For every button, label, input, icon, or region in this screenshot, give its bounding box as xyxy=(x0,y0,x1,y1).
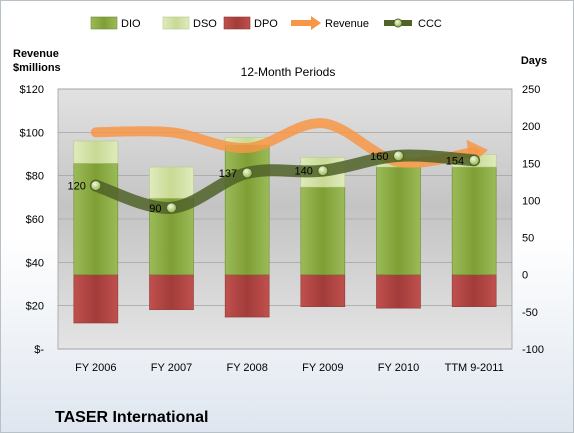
ccc-layer: 120 90 137 140 160 154 xyxy=(67,149,481,215)
bar-dio-fy-2008 xyxy=(224,144,270,276)
ccc-data-label-fy-2010: 160 xyxy=(370,151,388,163)
right-axis: -100 -50 0 50 100 150 200 250 xyxy=(522,84,544,356)
bar-dpo-fy-2009 xyxy=(300,274,346,307)
right-tick-label: 0 xyxy=(522,270,528,282)
right-tick-label: 250 xyxy=(522,84,540,96)
ccc-marker-fy-2007 xyxy=(166,202,177,214)
legend-label-ccc: CCC xyxy=(418,18,442,30)
chart-title: 12-Month Periods xyxy=(241,65,336,79)
bar-dpo-fy-2007 xyxy=(149,274,194,310)
x-tick-label-fy-2009: FY 2009 xyxy=(302,362,343,374)
bar-dpo-fy-2006 xyxy=(73,274,119,324)
left-tick-label: $80 xyxy=(26,171,44,183)
left-tick-label: $120 xyxy=(20,84,44,96)
x-tick-label-fy-2007: FY 2007 xyxy=(151,362,192,374)
legend-label-dpo: DPO xyxy=(254,18,278,30)
right-tick-label: 100 xyxy=(522,195,540,207)
right-tick-label: -100 xyxy=(522,344,544,356)
ccc-data-label-fy-2006: 120 xyxy=(67,181,85,193)
ccc-data-label-fy-2008: 137 xyxy=(219,168,237,180)
bar-dpo-ttm-9-2011 xyxy=(451,274,497,307)
ccc-marker-fy-2009 xyxy=(317,165,329,177)
right-axis-title: Days xyxy=(521,55,547,67)
legend-swatch-dso xyxy=(162,16,190,30)
bar-dso-fy-2007 xyxy=(149,166,194,199)
bar-dio-ttm-9-2011 xyxy=(451,166,497,276)
bar-dio-fy-2010 xyxy=(376,166,421,276)
right-tick-label: -50 xyxy=(522,307,538,319)
ccc-marker-fy-2010 xyxy=(393,150,404,162)
legend: DIO DSO DPO Revenue CCC xyxy=(90,16,442,30)
x-tick-label-fy-2008: FY 2008 xyxy=(226,362,267,374)
left-tick-label: $20 xyxy=(26,301,44,313)
left-tick-label: $- xyxy=(34,344,44,356)
x-axis: FY 2006 FY 2007 FY 2008 FY 2009 FY 2010 TTM 9… xyxy=(75,362,504,374)
legend-label-dio: DIO xyxy=(121,18,141,30)
left-axis-title-line2: $millions xyxy=(13,62,61,74)
legend-label-revenue: Revenue xyxy=(325,18,369,30)
left-axis-title-line1: Revenue xyxy=(13,48,59,60)
right-tick-label: 150 xyxy=(522,158,540,170)
x-tick-label-fy-2010: FY 2010 xyxy=(378,362,419,374)
ccc-data-label-fy-2009: 140 xyxy=(294,166,312,178)
bar-dpo-fy-2008 xyxy=(224,274,270,318)
left-axis: $- $20 $40 $60 $80 $100 $120 xyxy=(20,84,45,356)
ccc-marker-fy-2008 xyxy=(241,167,253,179)
company-name: TASER International xyxy=(55,409,209,426)
x-tick-label-fy-2006: FY 2006 xyxy=(75,362,116,374)
x-tick-label-ttm-9-2011: TTM 9-2011 xyxy=(445,362,504,374)
legend-swatch-dpo xyxy=(223,16,251,30)
legend-swatch-revenue-arrow xyxy=(311,16,321,30)
ccc-marker-ttm-9-2011 xyxy=(468,154,480,166)
legend-swatch-dio xyxy=(90,16,118,30)
ccc-marker-fy-2006 xyxy=(90,180,102,192)
bar-dio-fy-2009 xyxy=(300,186,346,276)
legend-label-dso: DSO xyxy=(193,18,217,30)
left-tick-label: $40 xyxy=(26,257,44,269)
right-tick-label: 50 xyxy=(522,233,534,245)
ccc-data-label-fy-2007: 90 xyxy=(149,203,161,215)
bar-dso-fy-2006 xyxy=(73,140,119,164)
bar-dpo-fy-2010 xyxy=(376,274,421,309)
legend-swatch-ccc-marker xyxy=(393,18,403,28)
left-tick-label: $100 xyxy=(20,127,44,139)
left-tick-label: $60 xyxy=(26,214,44,226)
ccc-data-label-ttm-9-2011: 154 xyxy=(446,155,464,167)
right-tick-label: 200 xyxy=(522,121,540,133)
revenue-line xyxy=(90,118,480,168)
